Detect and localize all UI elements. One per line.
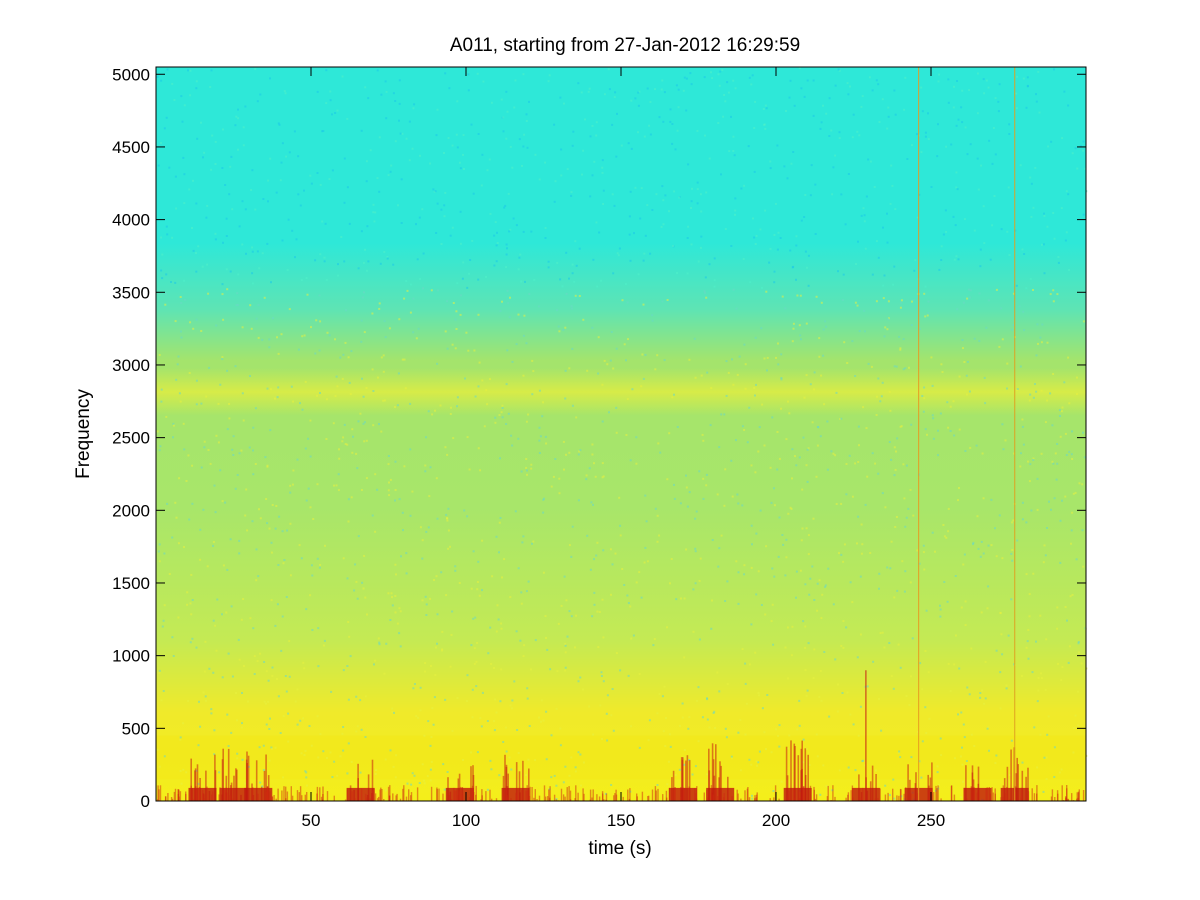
harmonic-band [156,367,1086,416]
x-axis-label: time (s) [588,838,651,859]
y-tick-label: 500 [122,719,150,738]
x-tick-label: 50 [302,811,321,830]
x-tick-label: 250 [917,811,945,830]
x-tick-label: 200 [762,811,790,830]
x-tick-label: 150 [607,811,635,830]
plot-area [155,66,1088,802]
y-tick-label: 4000 [112,211,150,230]
y-tick-label: 2000 [112,501,150,520]
low-frequency-floor [156,785,1085,801]
y-tick-label: 3000 [112,356,150,375]
x-axis: 50 100 150 200 250 [302,67,945,830]
y-axis-label: Frequency [73,389,94,479]
chart-title: A011, starting from 27-Jan-2012 16:29:59 [450,35,800,56]
y-tick-label: 3500 [112,283,150,302]
heatmap-layer [156,67,1088,802]
y-tick-label: 1000 [112,647,150,666]
vertical-line-layer [865,67,1016,801]
burst-mark [244,754,273,801]
burst-mark [346,759,375,801]
x-tick-label: 100 [452,811,480,830]
y-tick-label: 2500 [112,429,150,448]
frequency-gradient [156,67,1086,801]
burst-mark [783,740,812,801]
y-tick-label: 5000 [112,65,150,84]
y-axis: 0 500 1000 1500 2000 2500 3000 3500 4000 4500 5000 [112,65,1086,811]
low-frequency-band [156,735,1086,780]
y-tick-label: 0 [141,792,150,811]
y-tick-label: 1500 [112,574,150,593]
y-tick-label: 4500 [112,138,150,157]
noise-texture [156,67,1088,802]
